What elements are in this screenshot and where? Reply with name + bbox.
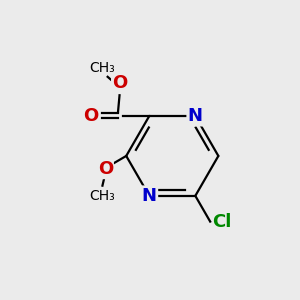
Text: CH₃: CH₃ [89, 61, 115, 75]
Text: O: O [112, 74, 127, 92]
Text: CH₃: CH₃ [90, 189, 115, 202]
Text: N: N [188, 107, 203, 125]
Text: O: O [98, 160, 113, 178]
Text: N: N [142, 187, 157, 205]
Text: Cl: Cl [212, 213, 231, 231]
Text: O: O [83, 107, 99, 125]
